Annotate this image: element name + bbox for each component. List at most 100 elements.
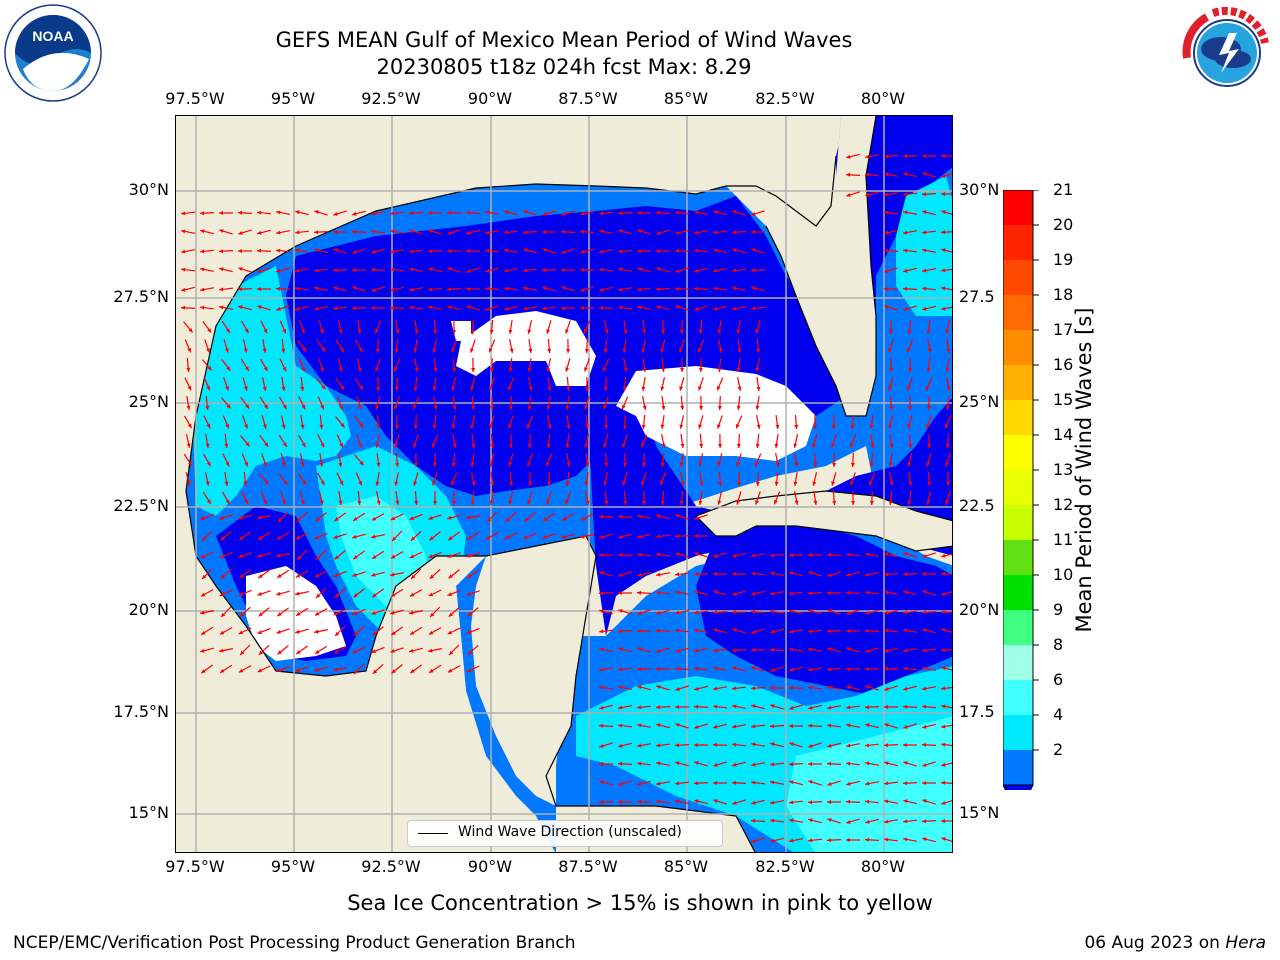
wind-wave-arrowhead [357,500,362,505]
wind-wave-arrowhead [333,230,337,234]
wind-wave-arrowhead [375,405,380,410]
wind-wave-arrowhead [732,553,737,558]
wind-wave-arrowhead [694,516,699,520]
wind-wave-arrowhead [846,552,851,557]
wind-wave-arrowhead [257,592,262,596]
wind-wave-arrowhead [827,782,832,786]
wind-wave-arrowhead [186,443,191,448]
wind-wave-arrowhead [376,462,381,467]
wind-wave-arrowhead [432,424,437,429]
nws-logo [1177,3,1277,103]
colorbar-bin [1003,540,1033,575]
wind-wave-arrowhead [656,534,661,539]
wind-wave-arrowhead [641,348,646,353]
wind-wave-arrowhead [451,386,456,391]
wind-wave-arrowhead [736,424,740,429]
wind-wave-arrowhead [941,174,946,178]
wind-wave-arrowhead [637,249,642,254]
wind-wave-arrowhead [941,230,946,235]
wind-wave-arrowhead [618,629,623,634]
wind-wave-arrowhead [319,500,324,505]
wind-wave-arrowhead [732,230,737,235]
wind-wave-arrowhead [680,405,685,410]
wind-wave-arrowhead [414,329,419,334]
wind-wave-arrowhead [736,500,741,505]
wind-wave-arrowhead [599,305,604,310]
wind-wave-arrowhead [561,250,566,254]
wind-wave-arrowhead [637,211,641,215]
coastline [185,116,877,492]
wind-wave-arrowhead [604,500,609,505]
wind-wave-arrowhead [599,629,604,634]
wind-wave-arrowhead [413,386,418,391]
wind-wave-arrowhead [394,348,399,353]
wind-wave-arrowhead [447,249,451,253]
colorbar-tick-label: 13 [1053,460,1074,479]
wind-wave-arrowhead [390,610,395,615]
wind-wave-arrowhead [675,305,680,309]
colorbar-tick-label: 6 [1053,670,1064,689]
wind-wave-arrowhead [509,348,514,353]
wind-wave-arrowhead [694,248,699,253]
wind-wave-arrowhead [755,500,759,505]
wind-wave-arrowhead [528,482,533,486]
wind-wave-arrowhead [770,571,775,576]
wind-wave-arrows [180,153,952,843]
wind-wave-arrowhead [675,723,680,727]
wind-wave-arrowhead [409,554,415,559]
sea-ice-note: Sea Ice Concentration > 15% is shown in … [347,891,933,915]
wind-wave-arrowhead [508,329,513,334]
wind-wave-arrowhead [717,462,722,467]
wind-wave-arrowhead [770,724,775,729]
wind-wave-arrowhead [941,610,945,614]
wind-wave-arrowhead [205,405,210,410]
wind-wave-arrowhead [941,153,946,158]
wind-wave-arrowhead [409,516,414,520]
wind-wave-arrowhead [865,649,870,653]
wind-wave-arrowhead [333,611,339,616]
wind-wave-arrowhead [736,405,741,410]
wind-wave-arrowhead [751,800,756,805]
wind-wave-arrowhead [238,630,244,635]
wind-wave-arrowhead [675,552,680,557]
wind-wave-arrowhead [338,367,343,372]
wind-wave-arrowhead [813,500,818,505]
wind-wave-arrowhead [375,481,380,486]
wind-wave-arrowhead [219,648,224,653]
wind-wave-arrowhead [793,481,798,486]
wind-wave-arrowhead [789,838,794,843]
wind-wave-arrowhead [656,610,661,615]
wind-wave-arrowhead [941,819,945,823]
wind-wave-arrowhead [675,534,680,539]
wind-wave-arrowhead [789,591,794,596]
wind-wave-arrowhead [314,306,319,311]
wind-wave-arrowhead [358,443,362,448]
wind-wave-arrowhead [543,517,548,522]
wind-wave-arrowhead [945,500,950,505]
wind-wave-arrowhead [808,667,813,672]
wind-wave-arrowhead [262,348,267,353]
wind-wave-arrowhead [447,630,453,635]
wind-wave-arrowhead [314,286,319,291]
wind-wave-arrowhead [186,367,191,372]
wind-wave-arrowhead [220,668,225,673]
wind-wave-arrowhead [562,516,567,521]
wind-wave-arrowhead [832,463,837,467]
wind-wave-arrowhead [245,404,250,409]
wind-wave-arrowhead [884,210,889,215]
wind-wave-arrowhead [713,781,717,785]
wind-wave-arrowhead [466,592,471,596]
wind-wave-arrowhead [846,590,851,595]
wind-wave-arrowhead [656,572,661,577]
wind-wave-arrowhead [295,668,300,672]
wind-wave-arrowhead [941,742,946,747]
wind-wave-arrowhead [713,554,718,558]
wind-wave-arrowhead [527,329,532,334]
colorbar-tick-label: 9 [1053,600,1064,619]
wind-wave-arrowhead [694,704,699,709]
wind-wave-arrowhead [637,267,642,272]
wind-wave-arrowhead [258,574,263,579]
wind-wave-arrowhead [698,500,703,505]
wind-wave-arrowhead [200,267,205,272]
wind-wave-arrowhead [656,514,661,519]
